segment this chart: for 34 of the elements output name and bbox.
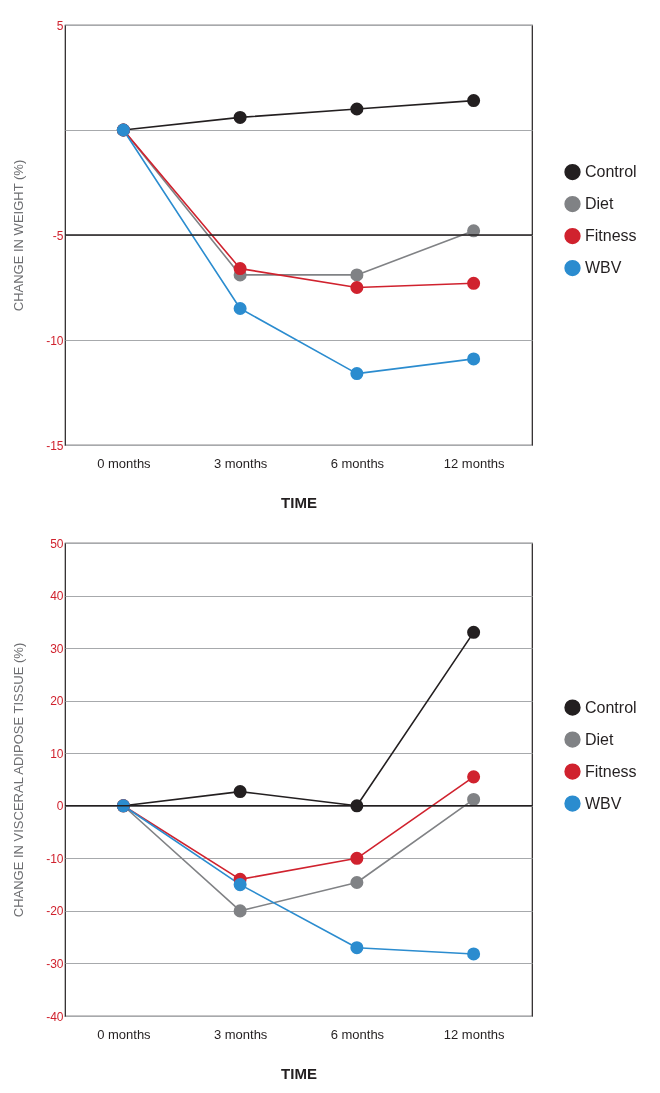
y-tick-label: 5	[56, 18, 64, 33]
y-tick-label: 40	[50, 589, 64, 604]
y-tick-label: 10	[50, 746, 64, 761]
legend-label: Control	[585, 163, 637, 181]
x-tick-label: 12 months	[443, 455, 505, 471]
x-tick-label: 6 months	[330, 1026, 385, 1042]
legend-label: WBV	[585, 794, 622, 812]
y-axis-title: CHANGE IN VISCERAL ADIPOSE TISSUE (%)	[11, 642, 27, 918]
x-tick-label: 0 months	[97, 455, 152, 471]
x-axis-title: TIME	[281, 1064, 317, 1082]
y-tick-label: -10	[46, 851, 64, 866]
y-tick-label: 20	[50, 694, 64, 709]
y-tick-label: 30	[50, 641, 64, 656]
y-tick-label: -30	[46, 956, 64, 971]
y-tick-label: -10	[46, 333, 64, 348]
y-tick-label: -40	[46, 1009, 64, 1024]
y-tick-label: 50	[50, 536, 64, 551]
legend-label: WBV	[585, 259, 622, 277]
legend-label: Diet	[585, 195, 615, 213]
y-tick-label: -15	[46, 438, 64, 453]
legend-label: Fitness	[585, 762, 637, 780]
legend-label: Fitness	[585, 227, 637, 245]
x-tick-label: 0 months	[97, 1026, 152, 1042]
x-tick-label: 12 months	[443, 1026, 505, 1042]
legend-label: Diet	[585, 730, 615, 748]
y-tick-label: -5	[52, 228, 64, 243]
x-tick-label: 6 months	[330, 455, 385, 471]
x-tick-label: 3 months	[213, 455, 268, 471]
legend-label: Control	[585, 698, 637, 716]
y-tick-label: 0	[56, 799, 64, 814]
y-axis-title: CHANGE IN WEIGHT (%)	[11, 159, 27, 312]
x-axis-title: TIME	[281, 493, 317, 511]
y-tick-label: -20	[46, 904, 64, 919]
x-tick-label: 3 months	[213, 1026, 268, 1042]
